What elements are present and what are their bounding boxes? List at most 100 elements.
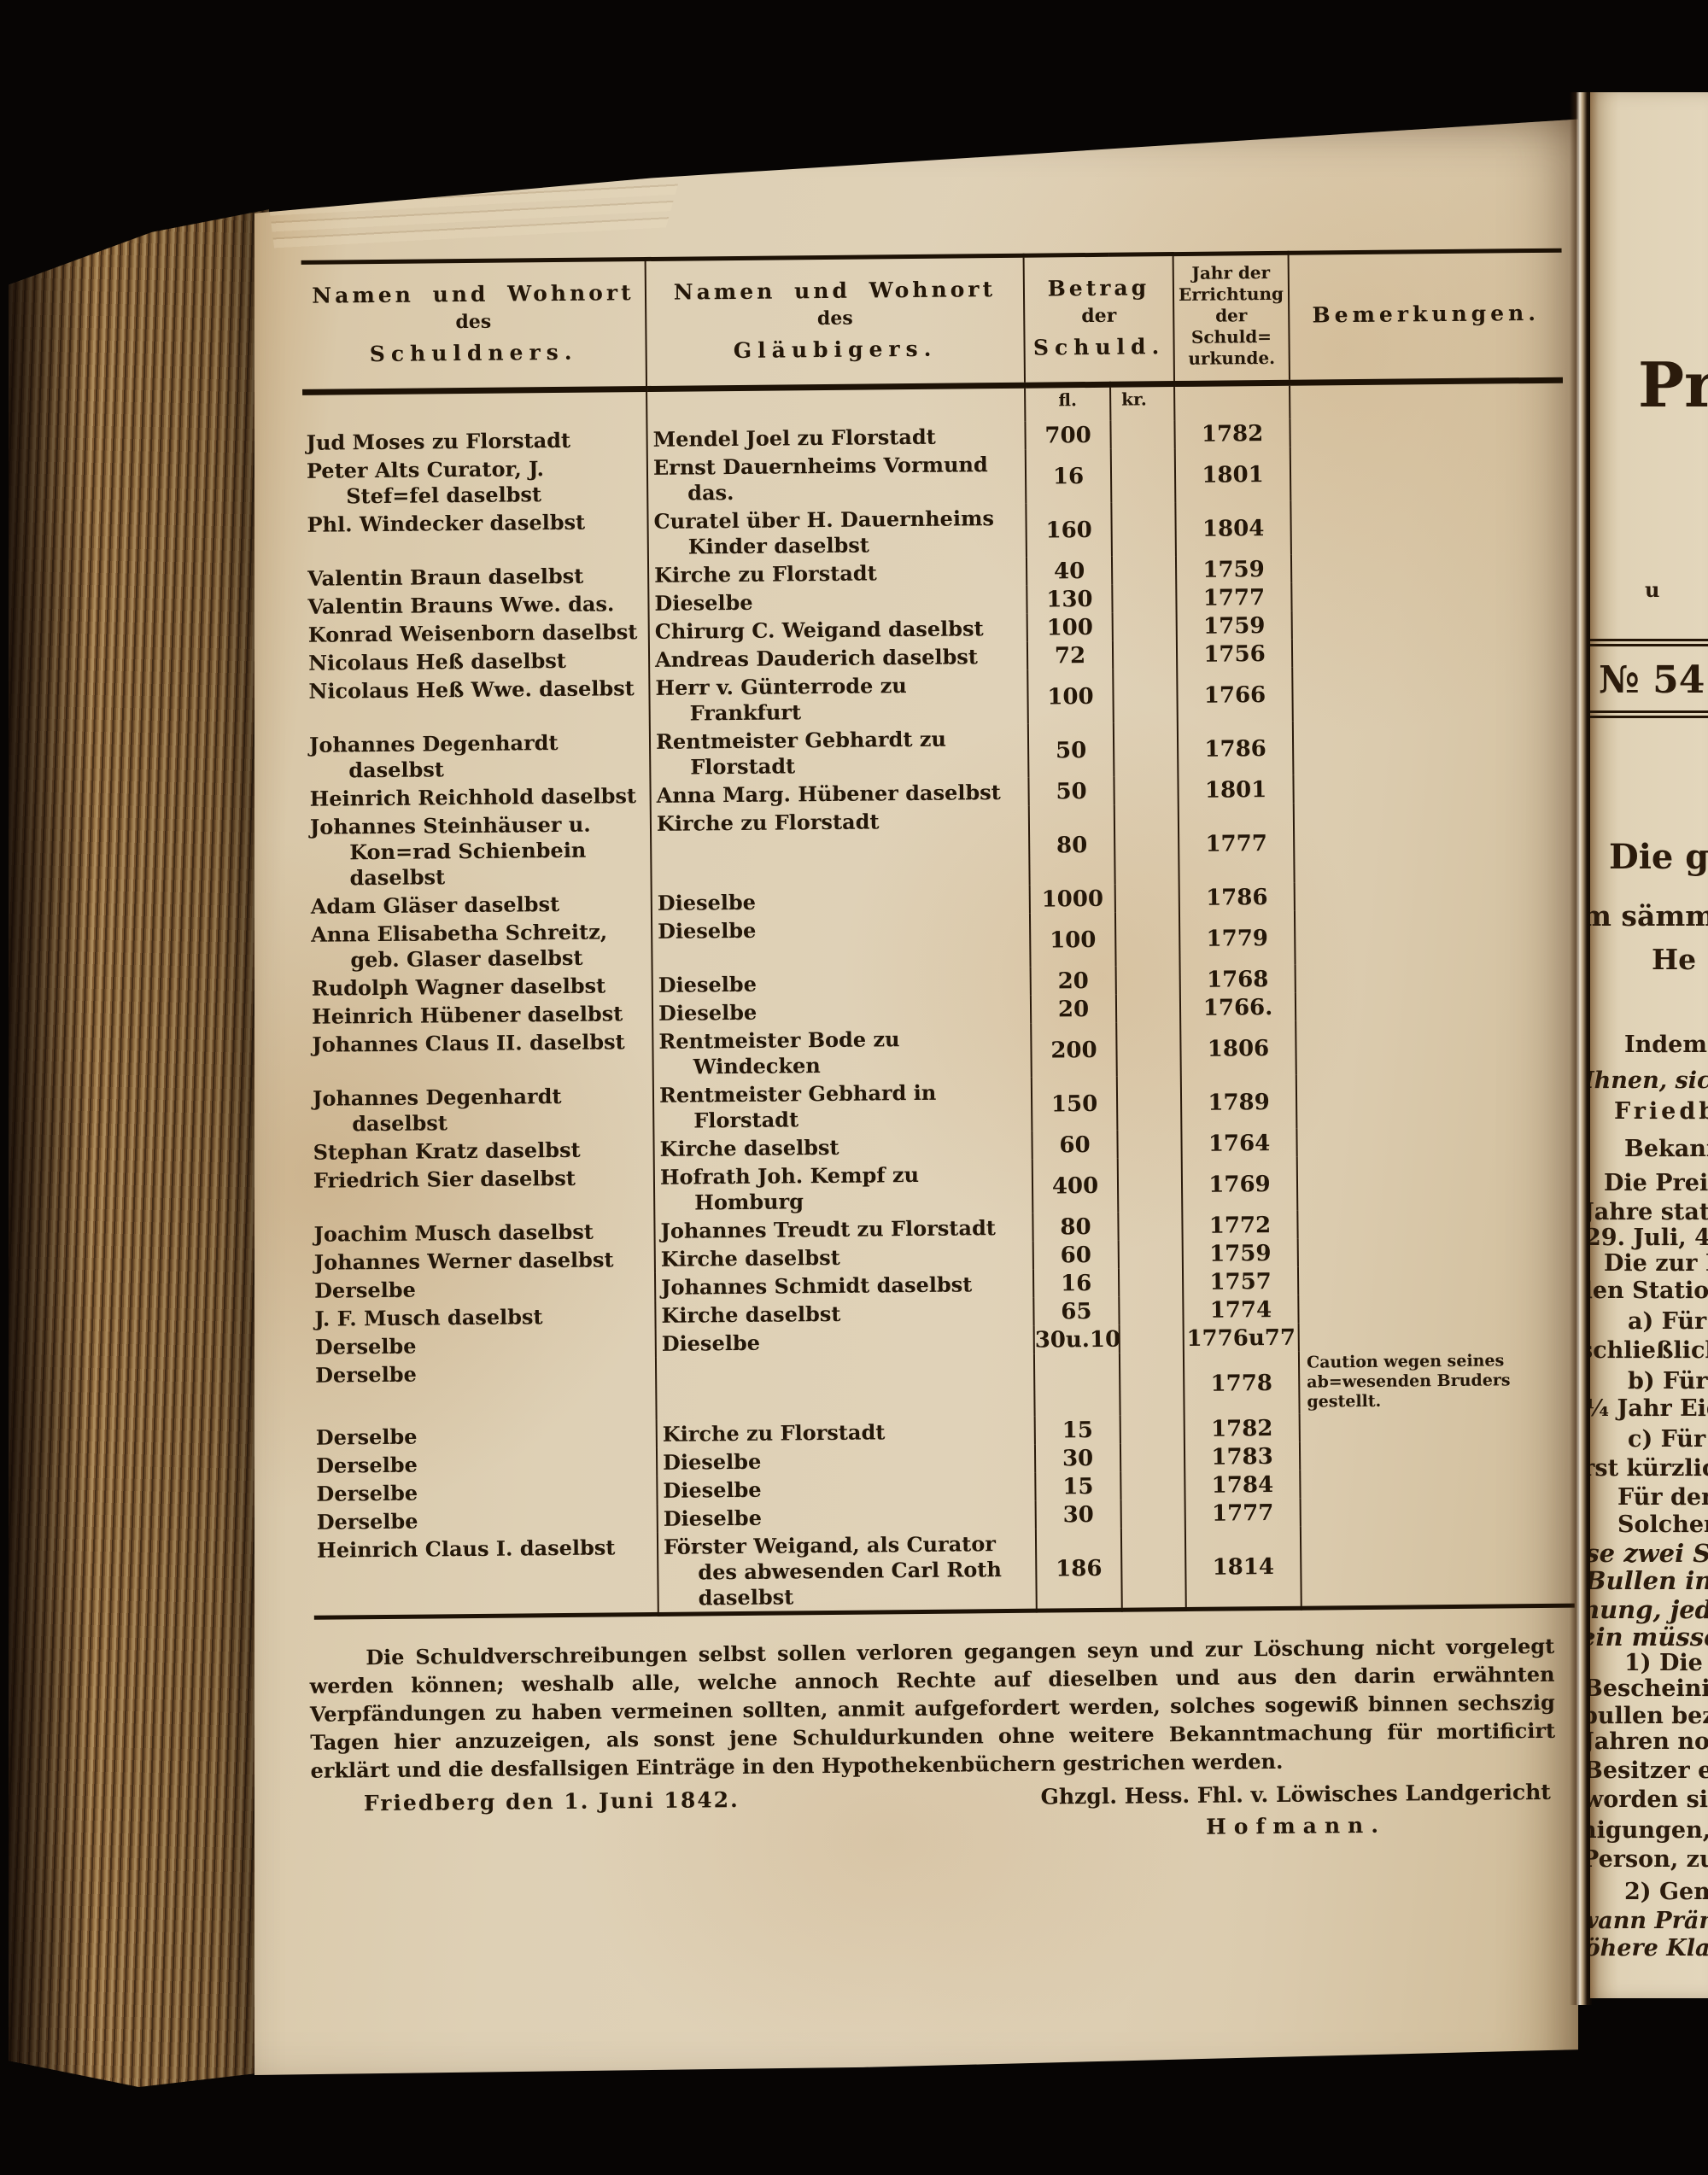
amount-kr-cell <box>1113 722 1179 777</box>
creditor-cell: Dieselbe <box>657 1500 1036 1533</box>
column-header-creditor: Namen und Wohnort des Gläubigers. <box>645 255 1026 389</box>
remark-cell <box>1294 880 1568 911</box>
amount-fl-cell: 400 <box>1032 1158 1119 1213</box>
year-cell: 1801 <box>1174 447 1291 503</box>
debtor-cell: Anna Elisabetha Schreitz, geb. Glaser da… <box>311 919 608 973</box>
debtor-cell: Nicolaus Heß daselbst <box>307 647 567 675</box>
debtor-cell: J. F. Musch daselbst <box>314 1304 543 1331</box>
debtor-cell: Nicolaus Heß Wwe. daselbst <box>308 675 635 704</box>
amount-fl-cell: 150 <box>1031 1076 1118 1131</box>
year-cell: 1804 <box>1175 500 1291 557</box>
debt-register-table: Namen und Wohnort des Schuldners. Namen … <box>301 248 1575 1620</box>
remark-cell <box>1292 718 1567 775</box>
year-cell: 1769 <box>1181 1156 1298 1213</box>
amount-kr-cell <box>1120 1500 1185 1529</box>
debtor-cell: Friedrich Sier daselbst <box>313 1165 576 1193</box>
remark-cell <box>1299 1411 1573 1442</box>
remark-cell <box>1296 1154 1571 1211</box>
amount-fl-cell: 100 <box>1027 612 1113 642</box>
signature-row: Friedberg den 1. Juni 1842. Ghzgl. Hess.… <box>364 1780 1560 1847</box>
amount-kr-cell <box>1112 584 1177 613</box>
creditor-cell: Mendel Joel zu Florstadt <box>646 421 1026 453</box>
year-cell: 1772 <box>1182 1210 1298 1241</box>
debtor-cell: Derselbe <box>314 1333 417 1359</box>
right-page-fragment: wann Prämien, <box>1590 1908 1708 1934</box>
right-page-fragment: ¼ Jahr Eigen <box>1590 1395 1708 1422</box>
remark-cell <box>1297 1207 1571 1239</box>
remark-cell <box>1296 1018 1570 1075</box>
right-page-fragment: höhere Klasse ge <box>1590 1935 1708 1962</box>
amount-kr-cell <box>1112 612 1177 641</box>
remark-cell <box>1293 800 1568 883</box>
year-cell: 1786 <box>1177 721 1294 777</box>
table-header-row: Namen und Wohnort des Schuldners. Namen … <box>301 250 1563 393</box>
amount-fl-cell: 30u.10 <box>1033 1324 1121 1354</box>
year-cell: 1764 <box>1181 1128 1297 1159</box>
year-cell: 1766 <box>1177 667 1293 723</box>
year-cell: 1776u77 <box>1183 1323 1299 1354</box>
page-crease <box>1570 92 1592 2005</box>
amount-kr-cell <box>1116 1076 1182 1131</box>
right-page-fragment: worden sind. N <box>1590 1786 1708 1813</box>
right-page-fragment: m sämmtliche <box>1590 899 1708 933</box>
debtor-cell: Konrad Weisenborn daselbst <box>307 619 638 647</box>
right-page-fragment: Für den <box>1617 1484 1708 1511</box>
left-page: Namen und Wohnort des Schuldners. Namen … <box>254 119 1578 2075</box>
remark-cell <box>1291 608 1565 640</box>
amount-fl-cell: 186 <box>1035 1528 1122 1611</box>
remark-cell <box>1298 1292 1572 1324</box>
amount-kr-cell <box>1114 776 1179 805</box>
year-cell: 1759 <box>1175 554 1292 585</box>
right-page-fragment: sse zwei Stu <box>1590 1539 1708 1568</box>
creditor-cell: Dieselbe <box>652 967 1031 999</box>
creditor-cell: Chirurg C. Weigand daselbst <box>648 613 1027 646</box>
right-page-fragment: bullen bezeugt is <box>1590 1703 1708 1729</box>
amount-kr-cell <box>1118 1240 1183 1269</box>
amount-fl-cell <box>1033 1353 1120 1417</box>
debtor-cell: Johannes Werner daselbst <box>313 1247 614 1275</box>
remark-cell <box>1300 1523 1575 1609</box>
column-header-year: Jahr der Errichtung der Schuld= urkunde. <box>1173 253 1290 384</box>
amount-fl-cell: 30 <box>1035 1500 1121 1529</box>
year-cell: 1768 <box>1179 964 1296 995</box>
amount-fl-cell: 60 <box>1032 1130 1118 1160</box>
right-page-fragment: 29. Juli, 4) zu <box>1590 1225 1708 1251</box>
remark-cell <box>1300 1467 1574 1499</box>
debtor-cell: Valentin Brauns Wwe. das. <box>307 591 615 619</box>
amount-fl-cell: 200 <box>1031 1022 1117 1078</box>
subheader-spacer <box>1174 383 1290 421</box>
debtor-cell: Derselbe <box>316 1480 418 1506</box>
debtor-cell: Peter Alts Curator, J. Stef=fel daselbst <box>306 456 545 509</box>
amount-kr-cell <box>1117 1130 1182 1159</box>
right-page-fragment: b) Für j <box>1628 1368 1708 1394</box>
amount-fl-cell: 20 <box>1030 966 1116 996</box>
creditor-cell: Rentmeister Bode zu Windecken <box>652 1023 1032 1081</box>
amount-kr-cell <box>1120 1443 1185 1472</box>
remark-cell <box>1297 1236 1571 1267</box>
remark-cell <box>1295 990 1570 1021</box>
right-page-fragment: 2) Gemein <box>1624 1879 1708 1905</box>
creditor-cell: Dieselbe <box>648 585 1027 617</box>
amount-fl-cell: 72 <box>1027 640 1114 670</box>
right-page-fragment: nung, jedoch r <box>1590 1595 1708 1624</box>
right-page-fragment: 1) Die A <box>1624 1650 1708 1676</box>
creditor-cell: Kirche zu Florstadt <box>656 1416 1035 1448</box>
creditor-cell: Johannes Treudt zu Florstadt <box>654 1213 1033 1245</box>
right-page-fragment: den Stationen: <box>1590 1278 1708 1304</box>
subheader-spacer <box>1290 380 1564 419</box>
amount-kr-cell <box>1112 640 1178 669</box>
creditor-cell: Herr v. Günterrode zu Frankfurt <box>649 669 1028 728</box>
remark-cell <box>1296 1072 1571 1129</box>
remark-cell <box>1291 636 1566 668</box>
amount-kr-cell <box>1113 669 1178 723</box>
amount-kr-cell <box>1118 1268 1184 1297</box>
amount-kr-cell <box>1120 1528 1186 1611</box>
amount-fl-cell: 60 <box>1032 1240 1119 1270</box>
table-row: Derselbe 1778 Caution wegen seines ab=we… <box>312 1348 1573 1424</box>
year-cell: 1774 <box>1183 1295 1299 1325</box>
year-cell: 1777 <box>1178 803 1295 885</box>
left-page-content: Namen und Wohnort des Schuldners. Namen … <box>254 120 1578 2075</box>
amount-kr-cell <box>1114 912 1180 967</box>
remark-cell <box>1290 416 1564 447</box>
right-page-fragment: Die zur L <box>1604 1250 1708 1277</box>
